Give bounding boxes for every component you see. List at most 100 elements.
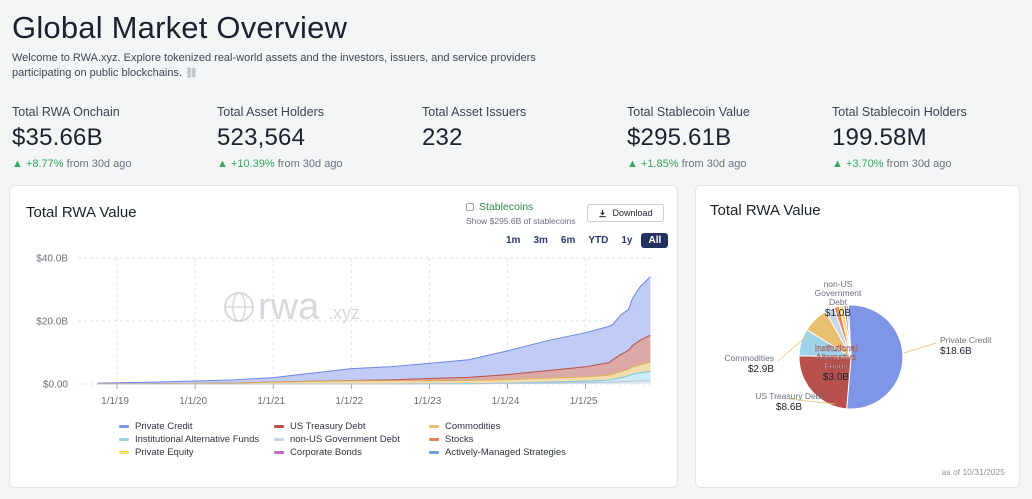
as-of-date: as of 10/31/2025 <box>941 467 1005 477</box>
area-chart-title: Total RWA Value <box>26 204 137 221</box>
stat-total-asset-holders: Total Asset Holders 523,564 ▲ +10.39% fr… <box>217 105 417 170</box>
pie-chart[interactable]: Private Credit$18.6B US Treasury Debt$8.6… <box>696 246 1021 466</box>
rwa-value-area-card: Total RWA Value Stablecoins Show $295.6B… <box>9 185 678 488</box>
legend-label: Stocks <box>445 434 474 445</box>
stablecoin-toggle[interactable]: Stablecoins Show $295.6B of stablecoins <box>466 201 576 226</box>
stat-total-stablecoin-value: Total Stablecoin Value $295.61B ▲ +1.85%… <box>627 105 827 170</box>
up-arrow-icon: ▲ <box>832 158 846 170</box>
stat-change: ▲ +1.85% from 30d ago <box>627 158 827 170</box>
watermark-logo: rwa .xyz <box>224 286 360 328</box>
page-title: Global Market Overview <box>12 10 348 45</box>
range-tab-6m[interactable]: 6m <box>560 235 576 246</box>
stats-row: Total RWA Onchain $35.66B ▲ +8.77% from … <box>12 105 1022 175</box>
pie-chart-title: Total RWA Value <box>710 202 821 219</box>
legend-item[interactable]: non-US Government Debt <box>274 434 400 445</box>
stat-total-stablecoin-holders: Total Stablecoin Holders 199.58M ▲ +3.70… <box>832 105 1032 170</box>
range-tab-1y[interactable]: 1y <box>621 235 633 246</box>
area-series-line-non-us-government-debt <box>97 380 651 385</box>
legend-item[interactable]: Private Equity <box>119 447 194 458</box>
pie-label-name: Private Credit <box>940 335 992 345</box>
stat-change: ▲ +10.39% from 30d ago <box>217 158 417 170</box>
legend-item[interactable]: US Treasury Debt <box>274 421 366 432</box>
pie-label-value: $18.6B <box>940 346 972 357</box>
pie-leader-line <box>903 342 937 354</box>
x-tick-label: 1/1/22 <box>335 396 363 407</box>
stat-total-asset-issuers: Total Asset Issuers 232 <box>422 105 622 152</box>
stat-total-rwa-onchain: Total RWA Onchain $35.66B ▲ +8.77% from … <box>12 105 212 170</box>
legend-item[interactable]: Actively-Managed Strategies <box>429 447 566 458</box>
area-series-non-us-government-debt <box>97 380 651 384</box>
legend-swatch <box>274 438 284 441</box>
legend-item[interactable]: Commodities <box>429 421 500 432</box>
legend-item[interactable]: Corporate Bonds <box>274 447 362 458</box>
pie-label-name: non-US <box>824 279 853 289</box>
stat-value: 232 <box>422 124 463 151</box>
pie-label-value: $2.9B <box>748 364 774 375</box>
legend-swatch <box>429 425 439 428</box>
subtitle-text: Welcome to RWA.xyz. Explore tokenized re… <box>12 52 536 79</box>
download-label: Download <box>612 208 653 218</box>
stat-label: Total Stablecoin Value <box>627 105 750 119</box>
x-tick-label: 1/1/23 <box>414 396 442 407</box>
area-chart[interactable]: $0.00 $20.0B $40.0B 1/1/19 1/1/20 1/1/21 1/1/2… <box>10 244 679 474</box>
stat-value: $295.61B <box>627 124 732 151</box>
area-series-line-commodities <box>97 361 651 385</box>
stablecoin-label[interactable]: Stablecoins <box>479 201 534 213</box>
legend-swatch <box>119 451 129 454</box>
up-arrow-icon: ▲ <box>217 158 231 170</box>
x-tick-label: 1/1/25 <box>570 396 598 407</box>
legend-label: US Treasury Debt <box>290 421 366 432</box>
y-tick-label: $20.0B <box>36 317 68 328</box>
download-button[interactable]: Download <box>587 204 664 222</box>
watermark-suffix: .xyz <box>328 303 360 323</box>
pie-label-name: US Treasury Debt <box>755 391 823 401</box>
watermark-globe-icon <box>224 292 254 322</box>
pie-slice-actively-managed-strategies <box>846 304 852 358</box>
stat-value: $35.66B <box>12 124 103 151</box>
stat-label: Total Stablecoin Holders <box>832 105 967 119</box>
pie-slice-private-credit <box>846 304 904 410</box>
rwa-value-pie-card: Total RWA Value Private Credit $18.6B US T… <box>695 185 1020 488</box>
stat-change-suffix: from 30d ago <box>277 158 343 170</box>
legend-swatch <box>119 438 129 441</box>
stat-label: Total Asset Holders <box>217 105 324 119</box>
page-subtitle: Welcome to RWA.xyz. Explore tokenized re… <box>12 51 572 81</box>
x-tick-label: 1/1/19 <box>101 396 129 407</box>
area-series-private-credit <box>97 276 651 384</box>
pie-label-value: $8.6B <box>776 402 802 413</box>
stat-change-suffix: from 30d ago <box>681 158 747 170</box>
legend-swatch <box>429 451 439 454</box>
stablecoin-checkbox[interactable] <box>466 203 474 211</box>
legend-swatch <box>274 451 284 454</box>
legend-item[interactable]: Institutional Alternative Funds <box>119 434 259 445</box>
stat-change-suffix: from 30d ago <box>886 158 952 170</box>
range-tab-1m[interactable]: 1m <box>506 235 521 246</box>
x-tick-label: 1/1/20 <box>179 396 207 407</box>
pie-label-value: $1.0B <box>825 308 851 319</box>
x-tick-label: 1/1/24 <box>492 396 520 407</box>
stat-value: 199.58M <box>832 124 927 151</box>
range-tab-3m[interactable]: 3m <box>533 235 548 246</box>
pie-label-name: Debt <box>829 297 848 307</box>
pie-label-name: Commodities <box>724 353 774 363</box>
pie-label-name: Institutional <box>815 343 858 353</box>
stat-value: 523,564 <box>217 124 306 151</box>
range-tab-all[interactable]: All <box>641 233 669 248</box>
legend-item[interactable]: Stocks <box>429 434 474 445</box>
link-icon[interactable]: ⛓ <box>185 68 198 79</box>
stat-change: ▲ +8.77% from 30d ago <box>12 158 212 170</box>
up-arrow-icon: ▲ <box>627 158 641 170</box>
y-tick-label: $40.0B <box>36 254 68 265</box>
legend-label: Private Equity <box>135 447 194 458</box>
watermark-globe-meridian <box>232 292 246 322</box>
pie-label-name: Government <box>815 288 862 298</box>
y-tick-label: $0.00 <box>43 380 68 391</box>
stat-change-suffix: from 30d ago <box>66 158 132 170</box>
stat-change-pct: +1.85% <box>640 158 679 170</box>
legend-label: non-US Government Debt <box>290 434 400 445</box>
legend-item[interactable]: Private Credit <box>119 421 193 432</box>
range-tab-ytd[interactable]: YTD <box>588 235 609 246</box>
range-tabs: 1m 3m 6m YTD 1y All <box>502 233 669 248</box>
x-tick-label: 1/1/21 <box>257 396 285 407</box>
legend-label: Commodities <box>445 421 501 432</box>
